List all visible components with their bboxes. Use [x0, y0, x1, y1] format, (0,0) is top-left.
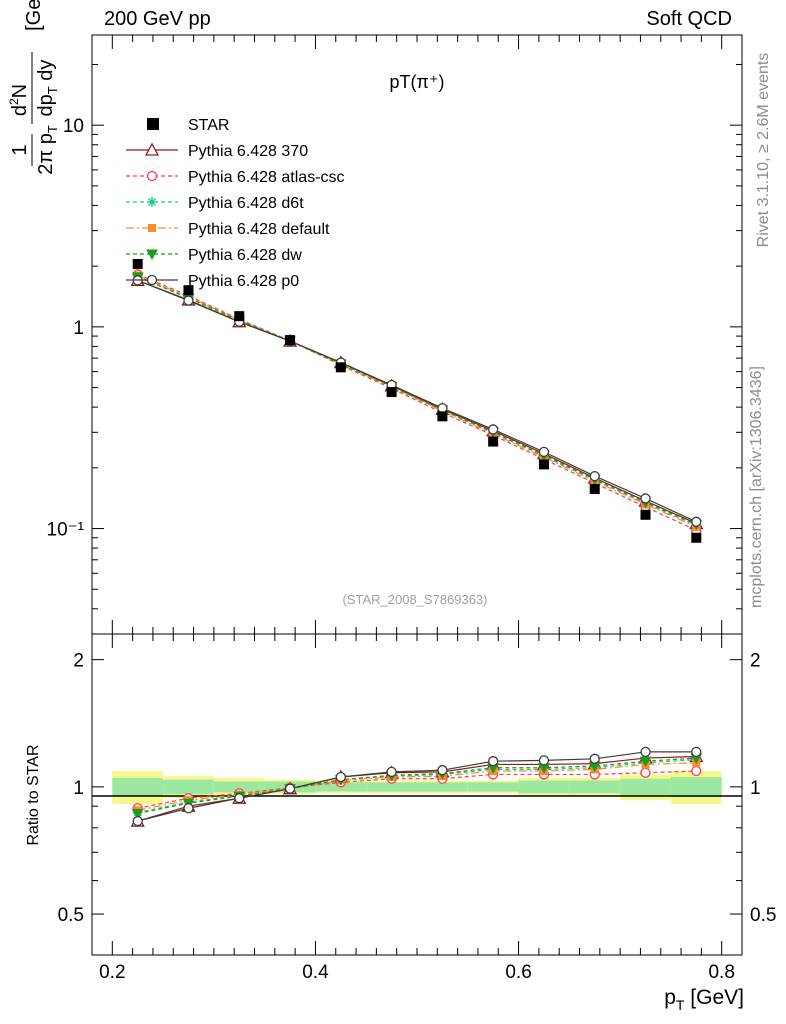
ratio-tick-label-right: 1 — [750, 778, 761, 799]
data-point — [538, 459, 549, 470]
x-tick-label: 0.6 — [505, 962, 531, 983]
ratio-point — [639, 756, 652, 768]
y-tick-label: 10⁻¹ — [47, 520, 85, 541]
series-point — [488, 424, 499, 435]
main-plot: 10⁻¹ 1 10 pT(π⁺) (STAR_2008_S7869363) STAR… — [47, 34, 743, 635]
ratio-point — [284, 783, 296, 794]
svg-text:d2N: d2N — [7, 84, 31, 116]
ratio-band-inner — [417, 782, 468, 792]
x-tick-label: 0.2 — [99, 962, 125, 983]
legend-label: STAR — [188, 117, 229, 134]
ratio-point — [589, 753, 600, 764]
data-point — [183, 285, 194, 296]
ratio-point — [640, 767, 651, 778]
x-tick-label: 0.8 — [708, 962, 734, 983]
legend-marker — [148, 224, 156, 232]
legend-marker — [146, 249, 158, 261]
ratio-point — [691, 765, 702, 777]
series-point — [538, 446, 550, 458]
y-tick-label: 1 — [73, 318, 84, 339]
ratio-point — [437, 765, 448, 776]
ratio-tick-label-right: 2 — [750, 651, 761, 672]
svg-text:2π pT: 2π pT — [35, 125, 60, 175]
ratio-tick-label-right: 0.5 — [750, 905, 776, 926]
ratio-tick-label: 1 — [73, 778, 84, 799]
legend-marker — [147, 197, 157, 207]
ratio-point — [335, 771, 346, 783]
x-axis-label: pT [GeV] — [664, 986, 744, 1013]
legend-label: Pythia 6.428 atlas-csc — [188, 169, 345, 186]
series-point — [691, 516, 702, 527]
ratio-line — [137, 751, 697, 822]
ratio-point — [183, 803, 194, 814]
data-point — [386, 387, 397, 398]
data-point — [589, 484, 600, 495]
series-point — [183, 295, 194, 306]
ratio-band-inner — [518, 780, 570, 794]
legend-label: Pythia 6.428 d6t — [188, 195, 304, 212]
ratio-y-axis-label: Ratio to STAR — [25, 744, 42, 845]
ratio-line — [137, 757, 697, 815]
series-point — [640, 493, 651, 504]
ratio-tick-label: 2 — [73, 651, 84, 672]
svg-text:dpT dy: dpT dy — [35, 60, 60, 117]
data-point — [691, 532, 702, 543]
header-right: Soft QCD — [646, 8, 732, 30]
ratio-point — [488, 756, 499, 767]
data-point — [437, 411, 448, 422]
ratio-band-inner — [213, 781, 265, 793]
ratio-point — [234, 793, 245, 804]
ratio-point — [538, 755, 550, 766]
ratio-band-inner — [670, 777, 722, 798]
legend-label: Pythia 6.428 p0 — [188, 273, 299, 290]
ratio-band-inner — [467, 782, 519, 792]
plot-title: pT(π⁺) — [390, 72, 445, 92]
ratio-point — [640, 746, 651, 758]
data-point — [640, 509, 651, 520]
x-tick-label: 0.4 — [302, 962, 329, 983]
ratio-point — [132, 815, 143, 827]
ratio-band-inner — [366, 782, 417, 792]
svg-text:1: 1 — [9, 144, 31, 155]
ratio-plot: 0.5 0.5 1 1 2 2 0.2 0.4 0.6 0.8 — [58, 35, 776, 983]
legend: STAR Pythia 6.428 370 Pythia 6.428 atlas-c… — [126, 117, 345, 290]
data-point — [285, 335, 296, 346]
series-line — [137, 276, 697, 525]
ratio-band-inner — [620, 778, 671, 796]
ratio-line — [137, 759, 697, 813]
legend-marker — [144, 142, 160, 156]
ratio-band-inner — [569, 780, 621, 794]
legend-label: Pythia 6.428 default — [188, 221, 330, 238]
ratio-line — [137, 770, 697, 809]
ratio-point — [386, 766, 397, 778]
rivet-version-label: Rivet 3.1.10, ≥ 2.6M events — [755, 52, 772, 248]
ratio-tick-label: 0.5 — [58, 905, 84, 926]
analysis-id: (STAR_2008_S7869363) — [342, 592, 487, 607]
data-point — [234, 311, 245, 322]
data-point — [335, 362, 346, 373]
y-tick-label: 10 — [63, 116, 84, 137]
ratio-band-inner — [163, 779, 214, 795]
legend-marker — [146, 274, 158, 286]
ratio-line — [137, 762, 697, 811]
header-left: 200 GeV pp — [104, 8, 211, 30]
ratio-point — [131, 808, 144, 820]
legend-label: Pythia 6.428 370 — [188, 143, 308, 160]
ratio-point — [691, 746, 702, 758]
legend-marker — [147, 118, 159, 130]
series-line — [137, 273, 697, 531]
legend-marker — [146, 170, 158, 182]
y-axis-label: 1 2π pT d2N dpT dy [GeV-2] — [7, 0, 60, 175]
series-line — [137, 279, 697, 523]
svg-text:[GeV-2]: [GeV-2] — [20, 0, 45, 31]
data-point — [488, 436, 499, 447]
ratio-band-inner — [112, 777, 164, 797]
series-point — [589, 470, 600, 482]
source-label: mcplots.cern.ch [arXiv:1306.3436] — [748, 366, 765, 608]
legend-label: Pythia 6.428 dw — [188, 247, 302, 264]
data-point — [132, 258, 143, 269]
